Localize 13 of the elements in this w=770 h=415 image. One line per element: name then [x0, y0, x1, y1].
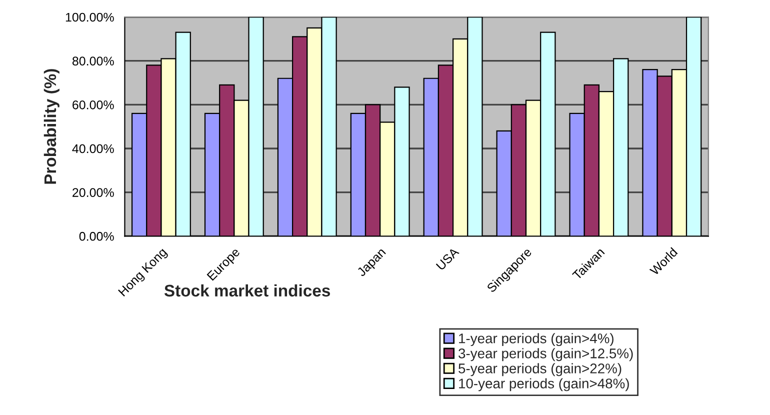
legend-label: 3-year periods (gain>12.5%)	[458, 348, 633, 362]
x-axis-title: Stock market indices	[164, 284, 330, 297]
x-tick-label: USA	[436, 246, 460, 271]
y-tick-label: 0.00%	[79, 232, 114, 241]
legend-label: 10-year periods (gain>48%)	[459, 378, 629, 392]
y-axis-title: Probability (%)	[44, 69, 60, 184]
y-tick-label: 20.00%	[72, 188, 114, 197]
y-tick-label: 100.00%	[66, 12, 114, 22]
y-tick-label: 40.00%	[72, 144, 114, 154]
y-tick-label: 80.00%	[72, 56, 114, 66]
legend-label: 1-year periods (gain>4%)	[459, 333, 614, 346]
y-tick-label: 60.00%	[72, 100, 114, 110]
legend-label: 5-year periods (gain>22%)	[458, 363, 622, 376]
